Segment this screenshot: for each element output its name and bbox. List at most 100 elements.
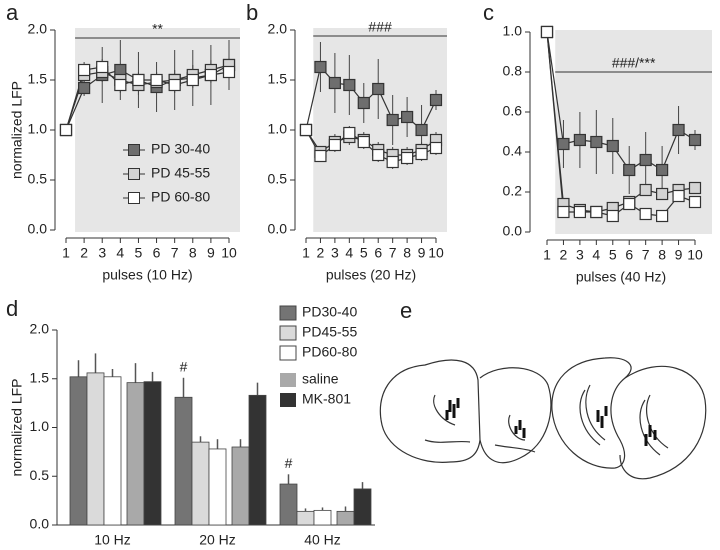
point-marker [639, 207, 652, 221]
x-tick-label: 2 [560, 247, 568, 263]
x-axis-label: pulses (40 Hz) [576, 269, 666, 285]
x-tick-label: 10 [221, 245, 237, 261]
x-tick-label: 5 [609, 247, 617, 263]
point-marker [357, 96, 370, 110]
legend-swatch [279, 345, 297, 361]
x-tick-label: 1 [62, 245, 70, 261]
bar [313, 509, 332, 526]
y-tick-label: 1.0 [268, 121, 288, 137]
point-marker [386, 113, 399, 127]
point-marker [590, 135, 603, 149]
y-axis-label: normalized LFP [9, 81, 25, 179]
bar [208, 448, 227, 526]
x-tick-label: 10 Hz [94, 532, 131, 548]
x-tick-label: 3 [576, 247, 584, 263]
point-marker [114, 78, 127, 92]
legend-swatch [280, 373, 296, 387]
x-tick-label: 3 [331, 245, 339, 261]
point-marker [59, 123, 73, 137]
x-tick-label: 5 [360, 245, 368, 261]
x-tick-label: 2 [317, 245, 325, 261]
x-tick-label: 6 [374, 245, 382, 261]
bar [336, 510, 355, 526]
point-marker [429, 141, 443, 155]
point-marker [557, 137, 570, 151]
point-marker [540, 25, 554, 39]
annotation: ** [152, 21, 163, 37]
x-axis-label: pulses (20 Hz) [326, 267, 416, 283]
point-marker [386, 155, 399, 169]
point-marker [656, 187, 669, 201]
bar [143, 381, 162, 526]
point-marker [623, 197, 636, 211]
point-marker [186, 73, 199, 87]
point-marker [222, 65, 236, 79]
series-line [305, 65, 437, 131]
x-tick-label: 8 [403, 245, 411, 261]
series-line [65, 64, 230, 131]
point-marker [639, 183, 652, 197]
x-tick-label: 7 [389, 245, 397, 261]
legend-label: MK-801 [302, 391, 351, 407]
legend-label: PD30-40 [302, 304, 357, 320]
point-marker [96, 60, 109, 74]
y-tick-label: 0.5 [268, 171, 288, 187]
series-line [305, 129, 437, 163]
point-marker [114, 63, 127, 77]
x-tick-label: 4 [116, 245, 124, 261]
annotation: # [180, 358, 188, 374]
point-marker [590, 205, 603, 219]
y-tick-label: 0.4 [503, 143, 523, 159]
x-tick-label: 7 [171, 245, 179, 261]
legend-label: PD 60-80 [151, 189, 210, 205]
point-marker [415, 123, 428, 137]
annotation: # [285, 455, 293, 471]
x-tick-label: 3 [98, 245, 106, 261]
point-marker [78, 81, 91, 95]
bar [126, 382, 145, 526]
x-tick-label: 8 [658, 247, 666, 263]
legend-label: PD60-80 [302, 344, 357, 360]
point-marker [357, 135, 370, 149]
y-tick-label: 0.0 [28, 221, 48, 237]
annotation: ###/*** [612, 55, 656, 71]
x-tick-label: 7 [642, 247, 650, 263]
legend-swatch [279, 305, 297, 321]
panel-label: b [246, 0, 258, 25]
x-tick-label: 4 [592, 247, 600, 263]
x-tick-label: 5 [135, 245, 143, 261]
x-tick-label: 4 [345, 245, 353, 261]
y-tick-label: 2.0 [268, 21, 288, 37]
y-tick-label: 0.6 [503, 103, 523, 119]
y-tick-label: 2.0 [28, 21, 48, 37]
point-marker [656, 163, 669, 177]
panel-label: e [400, 298, 412, 323]
x-tick-label: 20 Hz [199, 532, 236, 548]
y-tick-label: 1.0 [30, 418, 50, 434]
x-tick-label: 9 [675, 247, 683, 263]
point-marker [299, 123, 313, 137]
x-tick-label: 1 [543, 247, 551, 263]
point-marker [573, 205, 586, 219]
y-tick-label: 1.5 [28, 71, 48, 87]
point-marker [401, 110, 414, 124]
x-tick-label: 9 [418, 245, 426, 261]
x-tick-label: 6 [625, 247, 633, 263]
point-marker [78, 63, 91, 77]
x-tick-label: 10 [428, 245, 444, 261]
point-marker [328, 76, 341, 90]
point-marker [688, 133, 702, 147]
y-tick-label: 1.0 [28, 121, 48, 137]
series-line [305, 129, 437, 156]
series-line [65, 66, 230, 131]
bar [353, 488, 372, 526]
brain-sections [379, 357, 707, 480]
point-marker [314, 60, 327, 74]
legend-swatch [280, 393, 296, 407]
annotation: ### [368, 19, 392, 35]
x-tick-label: 6 [153, 245, 161, 261]
legend-swatch [279, 325, 297, 341]
point-marker [429, 93, 443, 107]
point-marker [372, 148, 385, 162]
bar [174, 396, 193, 526]
